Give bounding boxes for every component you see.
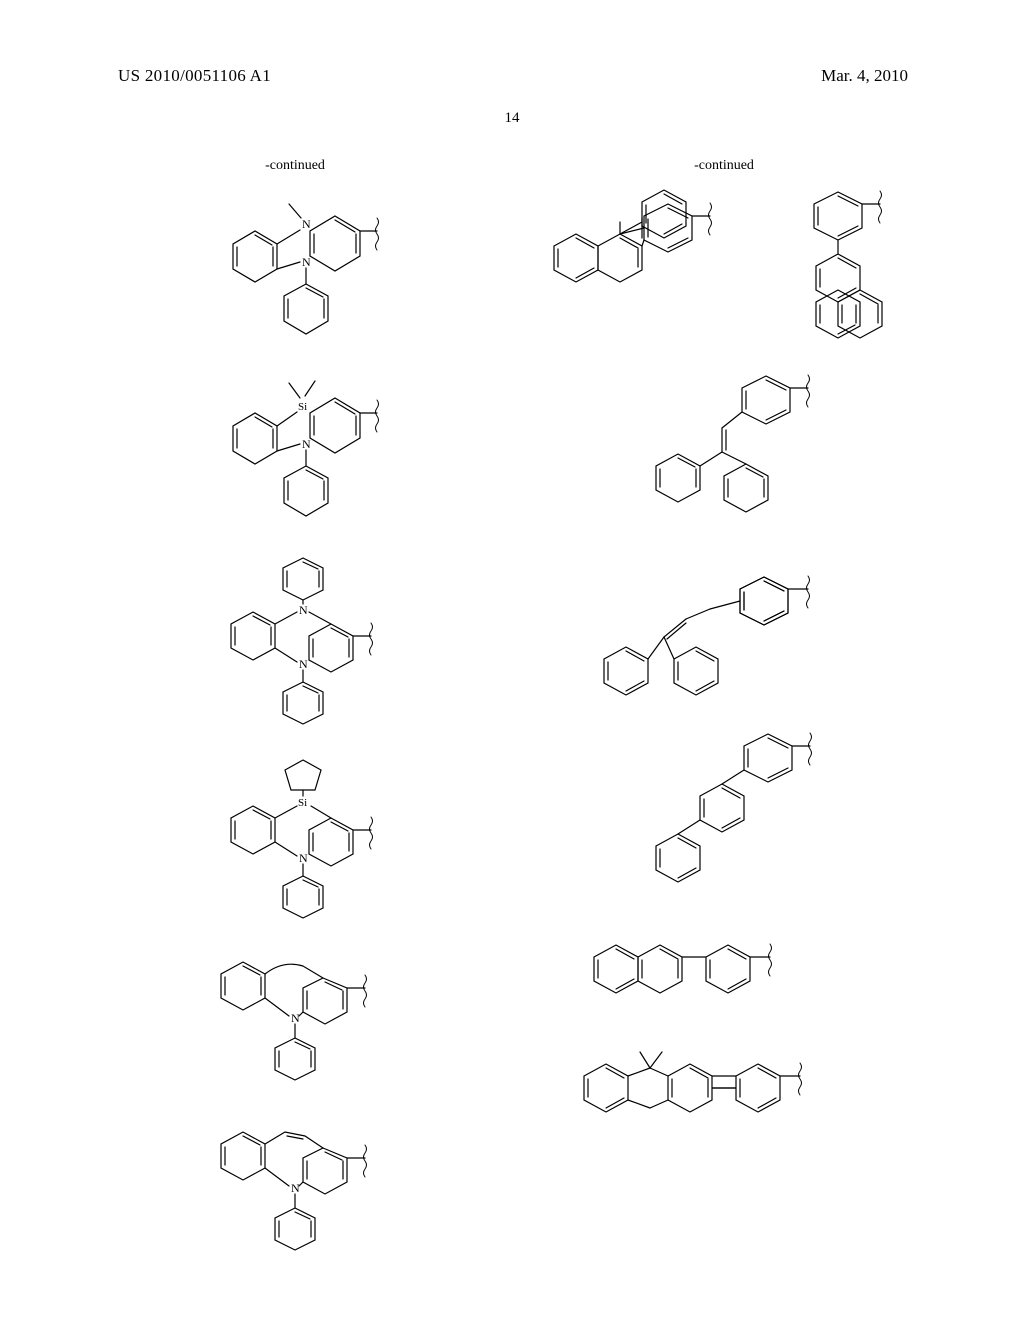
- svg-text:N: N: [291, 1011, 300, 1025]
- structure-L5: N: [165, 944, 425, 1112]
- left-column: -continued N: [100, 152, 490, 1270]
- publication-number: US 2010/0051106 A1: [118, 66, 271, 86]
- structure-R6: [554, 1026, 894, 1146]
- continued-label-right: -continued: [694, 158, 754, 174]
- publication-date: Mar. 4, 2010: [821, 66, 908, 86]
- svg-text:N: N: [302, 217, 311, 231]
- structure-R5: [564, 917, 884, 1022]
- page-number: 14: [0, 110, 1024, 127]
- structure-L3: N N: [165, 550, 425, 748]
- structure-L2: Si N: [165, 368, 425, 546]
- right-column: -continued: [524, 152, 924, 1270]
- svg-text:N: N: [299, 851, 308, 865]
- structure-R3: [564, 559, 884, 724]
- structure-L4: Si N: [165, 752, 425, 940]
- structure-L6: N: [165, 1116, 425, 1274]
- structure-R1: [524, 186, 924, 366]
- svg-text:N: N: [299, 603, 308, 617]
- svg-text:Si: Si: [298, 401, 307, 413]
- svg-text:N: N: [302, 255, 311, 269]
- continued-label-left: -continued: [265, 158, 325, 174]
- svg-text:N: N: [291, 1181, 300, 1195]
- structure-R2: [574, 370, 874, 555]
- svg-text:Si: Si: [298, 797, 307, 809]
- structure-L1: N N: [165, 186, 425, 364]
- svg-text:N: N: [299, 657, 308, 671]
- svg-text:N: N: [302, 437, 311, 451]
- structure-R4: [584, 728, 864, 913]
